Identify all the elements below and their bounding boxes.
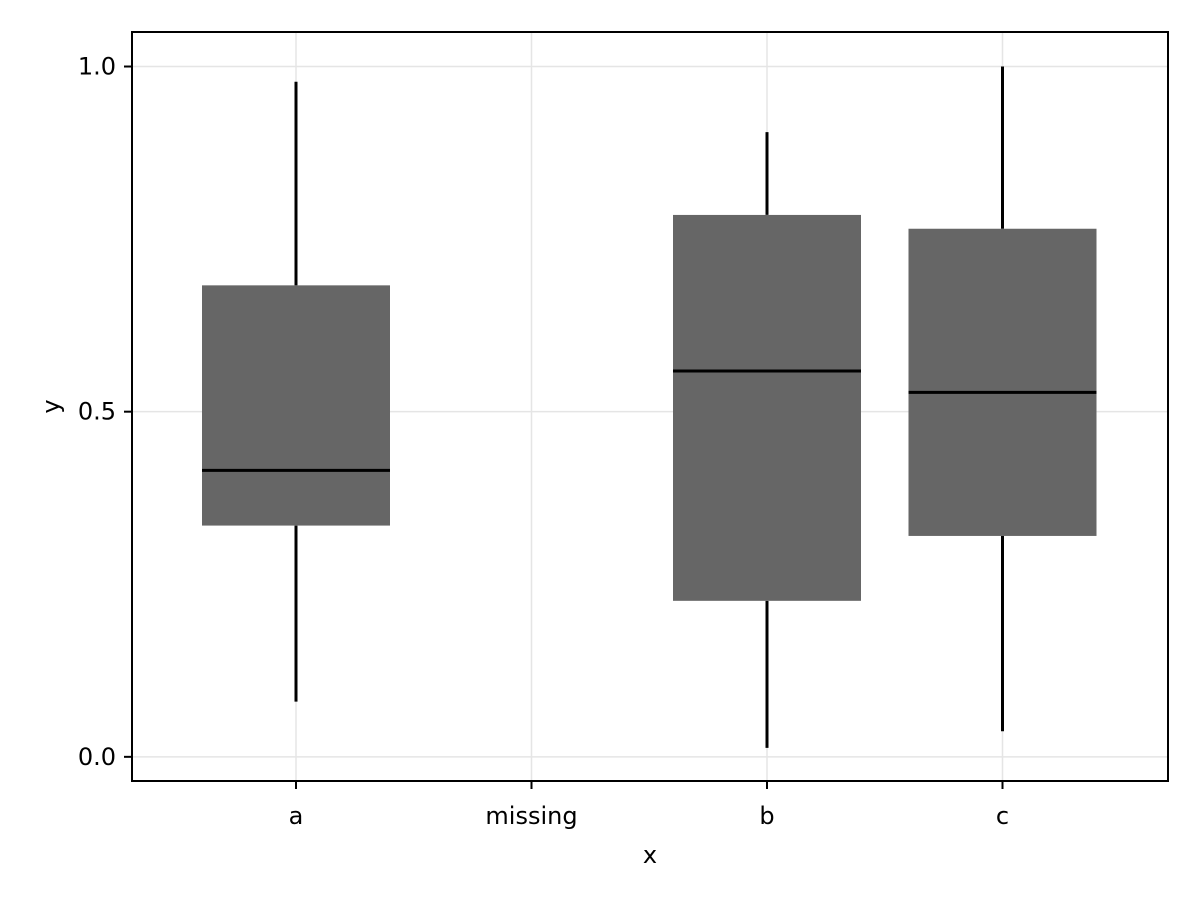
- y-axis-label: y: [37, 399, 65, 413]
- x-tick-label: a: [289, 802, 304, 830]
- x-tick-label: b: [759, 802, 774, 830]
- x-tick-label: c: [996, 802, 1009, 830]
- x-tick-label: missing: [485, 802, 577, 830]
- interquartile-box: [673, 214, 861, 601]
- box-c: [908, 66, 1097, 732]
- x-axis-label: x: [643, 841, 657, 869]
- y-tick-labels: 0.0 0.5 1.0: [78, 53, 116, 771]
- box-a: [202, 81, 390, 702]
- box-b: [673, 132, 861, 748]
- y-tick-label: 0.5: [78, 398, 116, 426]
- y-tick-label: 1.0: [78, 53, 116, 81]
- interquartile-box: [908, 228, 1097, 536]
- box-series: [202, 66, 1097, 748]
- x-tick-labels: a missing b c: [289, 802, 1009, 830]
- plot-area-frame: [131, 31, 1169, 782]
- interquartile-box: [202, 285, 390, 526]
- axis-ticks: [124, 65, 1004, 789]
- y-tick-label: 0.0: [78, 743, 116, 771]
